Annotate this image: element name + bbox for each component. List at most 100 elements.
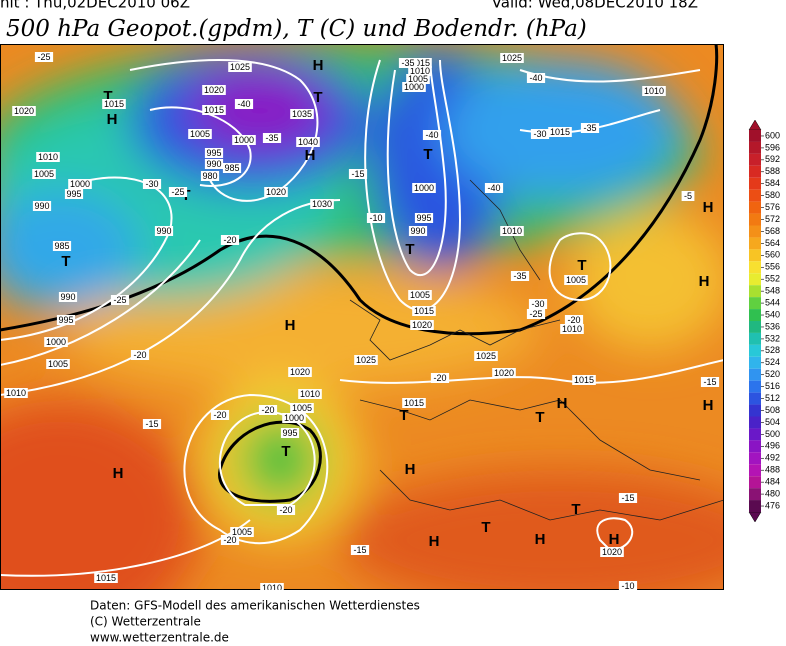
label-box	[526, 309, 546, 319]
low-marker: T	[313, 89, 322, 106]
low-marker: T	[61, 253, 70, 270]
colorbar-label: 512	[765, 393, 780, 403]
pressure-label: 1020	[602, 547, 622, 557]
label-box	[202, 85, 226, 95]
high-marker: H	[703, 397, 714, 414]
label-box	[264, 187, 288, 197]
colorbar-label: 548	[765, 286, 780, 296]
pressure-label: 1015	[104, 99, 124, 109]
label-box	[204, 159, 224, 169]
pressure-label: 1030	[312, 199, 332, 209]
pressure-label: 995	[66, 189, 81, 199]
label-box	[290, 109, 314, 119]
pressure-label: 1020	[14, 106, 34, 116]
label-box	[530, 129, 550, 139]
high-marker: H	[107, 111, 118, 128]
colorbar-swatch	[749, 213, 761, 226]
label-box	[288, 367, 312, 377]
label-box	[44, 337, 68, 347]
label-box	[32, 201, 52, 211]
label-box	[600, 547, 624, 557]
colorbar-swatch	[749, 165, 761, 178]
colorbar-swatch	[749, 189, 761, 202]
pressure-label: 1020	[204, 85, 224, 95]
label-box	[34, 52, 54, 62]
colorbar-label: 544	[765, 297, 780, 307]
pressure-label: 1000	[284, 413, 304, 423]
colorbar-label: 532	[765, 333, 780, 343]
low-marker: T	[103, 88, 112, 105]
temperature-label: -20	[279, 505, 292, 515]
label-box	[260, 583, 284, 590]
colorbar-swatch	[749, 225, 761, 238]
label-box	[64, 189, 84, 199]
label-box	[564, 315, 584, 325]
pressure-label: 990	[206, 159, 221, 169]
colorbar-label: 552	[765, 274, 780, 284]
high-marker: H	[557, 395, 568, 412]
map-title: 500 hPa Geopot.(gpdm), T (C) und Bodendr…	[6, 16, 587, 42]
temperature-label: -15	[353, 545, 366, 555]
label-box	[282, 413, 306, 423]
high-marker: H	[609, 531, 620, 548]
pressure-label: 1000	[404, 82, 424, 92]
label-box	[618, 581, 638, 590]
colorbar-swatch	[749, 297, 761, 310]
colorbar-swatch	[749, 464, 761, 477]
pressure-label: 1005	[410, 290, 430, 300]
temperature-label: -15	[621, 493, 634, 503]
label-box	[298, 389, 322, 399]
label-box	[262, 133, 282, 143]
colorbar-label: 500	[765, 429, 780, 439]
temperature-label: -40	[237, 99, 250, 109]
label-box	[230, 527, 254, 537]
map-field	[0, 44, 724, 590]
label-box	[406, 74, 430, 84]
label-box	[642, 86, 666, 96]
label-box	[408, 58, 432, 68]
colorbar-label: 568	[765, 226, 780, 236]
pressure-label: 1005	[408, 74, 428, 84]
pressure-label: 1010	[562, 324, 582, 334]
pressure-label: 1025	[476, 351, 496, 361]
colorbar-swatch	[749, 177, 761, 190]
pressure-label: 1010	[644, 86, 664, 96]
colorbar-label: 556	[765, 262, 780, 272]
label-box	[234, 99, 254, 109]
pressure-label: 1025	[356, 355, 376, 365]
colorbar-swatch	[749, 321, 761, 333]
colorbar-swatch	[749, 130, 761, 142]
pressure-label: 995	[416, 213, 431, 223]
label-box	[276, 505, 296, 515]
high-marker: H	[699, 273, 710, 290]
temperature-label: -30	[533, 129, 546, 139]
colorbar-swatch	[749, 404, 761, 417]
pressure-label: 1005	[292, 403, 312, 413]
temperature-label: -25	[529, 309, 542, 319]
temperature-label: -15	[703, 377, 716, 387]
colorbar-swatch	[749, 332, 761, 345]
temperature-label: -20	[223, 235, 236, 245]
label-box	[528, 299, 548, 309]
colorbar-swatch	[749, 153, 761, 166]
temperature-label: -35	[583, 123, 596, 133]
label-box	[154, 226, 174, 236]
label-box	[408, 226, 428, 236]
temperature-label: -40	[529, 73, 542, 83]
colorbar-swatch	[749, 392, 761, 405]
label-box	[204, 148, 224, 158]
colorbar-swatch	[749, 237, 761, 250]
pressure-label: 985	[224, 163, 239, 173]
pressure-label: 1010	[410, 66, 430, 76]
pressure-label: 1010	[38, 152, 58, 162]
pressure-label: 1005	[232, 527, 252, 537]
pressure-label: 1015	[414, 306, 434, 316]
colorbar-label: 576	[765, 202, 780, 212]
label-box	[510, 271, 530, 281]
label-box	[258, 405, 278, 415]
colorbar-swatch	[749, 261, 761, 274]
temperature-label: -20	[213, 410, 226, 420]
colorbar-label: 492	[765, 453, 780, 463]
colorbar-label: 588	[765, 166, 780, 176]
